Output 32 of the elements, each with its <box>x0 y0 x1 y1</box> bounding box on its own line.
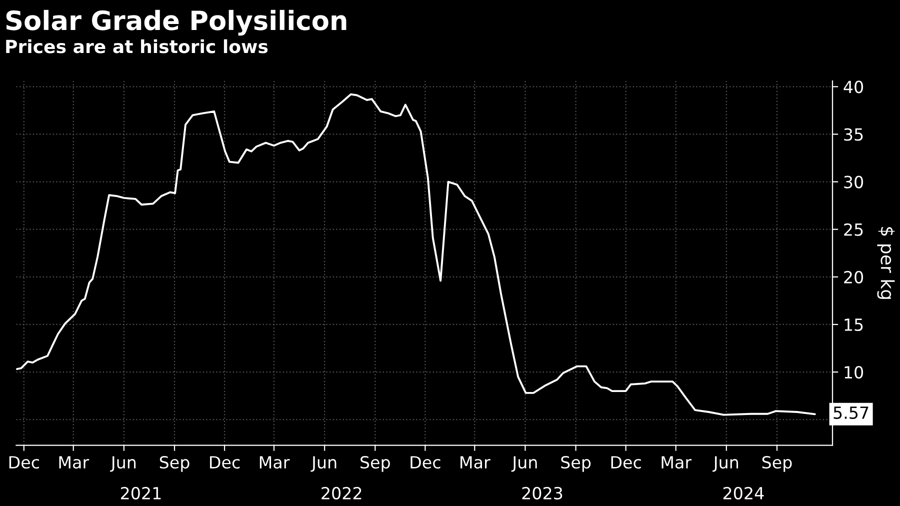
annotation: 5.57 <box>834 406 868 420</box>
x-tick-label: Dec <box>210 456 240 469</box>
y-tick-label: 40 <box>844 80 864 94</box>
x-tick-label: Mar <box>460 456 490 469</box>
y-tick-label: 15 <box>844 318 863 332</box>
y-tick-label: 30 <box>844 176 864 188</box>
x-tick-label: Jun <box>310 456 336 472</box>
x2-tick-label: 2021 <box>120 486 161 500</box>
x-tick-label: Dec <box>9 456 39 469</box>
chart-title: Solar Grade Polysilicon <box>6 10 346 36</box>
x-tick-label: Jun <box>712 456 738 472</box>
x-tick-label: Sep <box>561 456 591 472</box>
x-tick-label: Mar <box>59 456 90 469</box>
x-tick-label: Mar <box>662 456 692 469</box>
x-tick-label: Dec <box>410 456 440 469</box>
y-tick-label: 10 <box>844 366 864 379</box>
x2-tick-label: 2024 <box>723 486 764 500</box>
x2-tick-label: 2023 <box>522 486 562 500</box>
x-tick-label: Dec <box>611 456 641 469</box>
y-tick-label: 25 <box>844 223 863 236</box>
x-tick-label: Sep <box>160 456 190 472</box>
y-tick-label: 35 <box>844 128 863 141</box>
x-tick-label: Jun <box>110 456 136 472</box>
x-tick-label: Mar <box>260 456 290 469</box>
x-tick-label: Jun <box>511 456 537 472</box>
y-axis-title: $ per kg <box>877 227 895 299</box>
y-tick-label: 20 <box>844 270 864 284</box>
line-series <box>16 93 816 416</box>
x-tick-label: Sep <box>762 456 792 472</box>
x-tick-label: Sep <box>360 456 390 472</box>
x2-tick-label: 2022 <box>322 486 362 500</box>
chart-subtitle: Prices are at historic lows <box>6 39 268 54</box>
